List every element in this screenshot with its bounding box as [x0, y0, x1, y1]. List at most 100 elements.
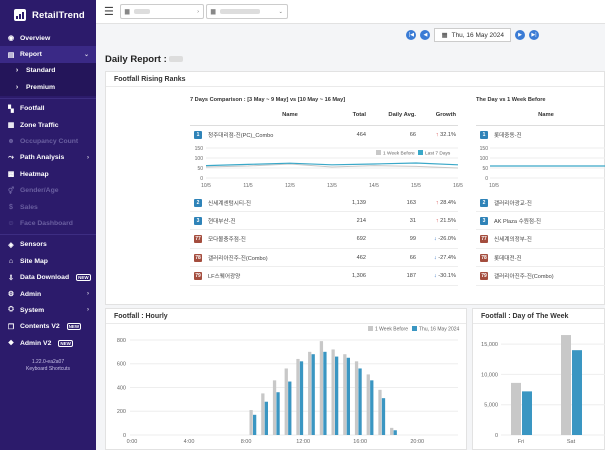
bar-week-before[interactable] — [261, 393, 265, 435]
store-select[interactable]: ▆ ⌄ — [205, 4, 288, 19]
bar-week-before[interactable] — [378, 389, 382, 435]
legend-swatch — [376, 150, 381, 155]
organization-value — [133, 9, 150, 14]
store-name: 청주대리점-진(PC)_Combo — [208, 133, 274, 139]
bar-week-before[interactable] — [561, 335, 571, 435]
col-total: Total — [352, 112, 366, 118]
sidebar-item-contents-v2[interactable]: ❐ Contents V2 NEW — [0, 319, 96, 335]
first-page-icon[interactable]: |◀ — [406, 30, 417, 40]
date-picker[interactable]: ▦ Thu, 16 May 2024 — [434, 28, 511, 42]
bar-today[interactable] — [381, 398, 386, 435]
last-page-icon[interactable]: ▶| — [529, 30, 539, 40]
sidebar-item-overview[interactable]: ◉ Overview — [0, 30, 96, 46]
bar-today[interactable] — [335, 356, 339, 435]
sidebar-item-footfall[interactable]: ▚ Footfall — [0, 101, 96, 117]
table-row[interactable]: 3 현대부산-진 214 31 ↑ 21.5% — [190, 212, 458, 231]
bar-week-before[interactable] — [296, 358, 300, 435]
bar-week-before[interactable] — [390, 427, 394, 435]
sidebar-item-zone-traffic[interactable]: ▦ Zone Traffic — [0, 117, 96, 133]
bar-today[interactable] — [253, 414, 257, 435]
x-tick-label: 11/5 — [243, 183, 253, 189]
chevron-down-icon: › — [197, 8, 199, 15]
table-row[interactable]: 1 롯데중동-진 — [476, 126, 605, 144]
legend-label: 1 Week Before — [375, 327, 408, 333]
sidebar-item-label: Site Map — [20, 257, 48, 265]
arrow-up-icon: ↑ — [435, 217, 439, 224]
bar-today[interactable] — [346, 357, 350, 435]
bar-week-before[interactable] — [331, 349, 335, 435]
sidebar-item-admin-v2[interactable]: ❖ Admin V2 NEW — [0, 335, 96, 351]
people-icon: ☻ — [7, 138, 15, 146]
sidebar-item-report[interactable]: ▤ Report ⌄ — [0, 46, 96, 63]
table-row[interactable]: 78 롯데대전-진 — [476, 249, 605, 268]
legend-swatch — [418, 150, 423, 155]
table-row[interactable]: 3 AK Plaza 수원점-진 — [476, 212, 605, 231]
bar-week-before[interactable] — [284, 368, 288, 435]
footfall-icon: ▚ — [8, 105, 14, 113]
path-icon: ⤳ — [8, 153, 14, 161]
bar-today[interactable] — [393, 430, 397, 435]
x-tick-label: Sat — [567, 439, 576, 445]
sidebar-item-admin[interactable]: ⚙ Admin › — [0, 286, 96, 302]
sidebar-item-label: Occupancy Count — [20, 138, 79, 146]
next-icon[interactable]: ▶ — [515, 30, 525, 40]
brand-logo[interactable]: RetailTrend — [0, 0, 96, 30]
bar-week-before[interactable] — [319, 341, 324, 435]
sidebar-item-premium[interactable]: › Premium — [0, 79, 96, 96]
sidebar-item-sensors[interactable]: ◈ Sensors — [0, 237, 96, 253]
table-row[interactable]: 77 신세계의정부-진 — [476, 231, 605, 249]
sidebar-item-occupancy-count: ☻ Occupancy Count — [0, 133, 96, 149]
bar-week-before[interactable] — [366, 374, 370, 435]
bar-today[interactable] — [370, 380, 374, 435]
bar-today[interactable] — [299, 361, 304, 435]
store-name: 신세계의정부-진 — [494, 237, 532, 244]
bar-week-before[interactable] — [249, 410, 253, 435]
bar-week-before[interactable] — [272, 380, 277, 435]
rising-ranks-panel: Footfall Rising Ranks 7 Days Comparison … — [105, 71, 605, 305]
organization-select[interactable]: ▆ › — [119, 4, 204, 19]
y-tick-label: 15,000 — [481, 342, 498, 348]
y-tick-label: 10,000 — [481, 372, 498, 378]
bar-week-before[interactable] — [511, 382, 521, 435]
bar-week-before[interactable] — [343, 354, 347, 435]
menu-toggle-icon[interactable]: ☰ — [104, 6, 114, 18]
bar-today[interactable] — [323, 351, 327, 435]
bar-today[interactable] — [358, 368, 362, 435]
sidebar-item-heatmap[interactable]: ▩ Heatmap — [0, 166, 96, 182]
growth-text: -27.4% — [438, 254, 456, 261]
table-row[interactable]: 77 모다몰충주점-진 692 99 ↓ -26.0% — [190, 231, 458, 249]
table-row[interactable]: 79 LF스퀘어광양 1,306 187 ↓ -30.1% — [190, 268, 458, 286]
bar-today[interactable] — [288, 381, 292, 435]
sidebar-item-site-map[interactable]: ⌂ Site Map — [0, 253, 96, 269]
bar-this-week[interactable] — [522, 391, 532, 435]
sidebar-item-label: Zone Traffic — [20, 121, 59, 129]
chevron-icon: › — [87, 291, 89, 298]
x-tick-label: 12:00 — [296, 439, 310, 445]
right-table-header: Name — [476, 112, 605, 126]
table-row[interactable]: 1 청주대리점-진(PC)_Combo 464 66 ↑ 32.1% — [190, 126, 458, 144]
table-row[interactable]: 2 신세계센텀시티-진 1,139 163 ↑ 28.4% — [190, 194, 458, 212]
keyboard-shortcuts-link[interactable]: Keyboard Shortcuts — [26, 366, 70, 373]
sidebar-item-path-analysis[interactable]: ⤳ Path Analysis › — [0, 150, 96, 166]
hourly-panel: Footfall : Hourly 0 200 400 600 800 0:00 4:00 8… — [105, 308, 467, 450]
sidebar-item-gender-age: ⚥ Gender/Age — [0, 183, 96, 199]
bar-week-before[interactable] — [354, 361, 359, 435]
bar-today[interactable] — [311, 354, 315, 435]
y-tick-label: 0 — [200, 176, 203, 182]
table-row[interactable]: 2 갤러리아광교-진 — [476, 194, 605, 212]
y-tick-label: 150 — [195, 146, 204, 152]
sidebar-item-standard[interactable]: › Standard — [0, 62, 96, 80]
prev-icon[interactable]: ◀ — [420, 30, 431, 40]
sidebar-item-data-download[interactable]: ⇩ Data Download NEW — [0, 269, 96, 285]
bar-today[interactable] — [264, 401, 268, 435]
table-row[interactable]: 78 갤러리아진주-진(Combo) 462 66 ↓ -27.4% — [190, 249, 458, 268]
table-row[interactable]: 79 갤러리아진주-진(Combo) — [476, 268, 605, 286]
bar-week-before[interactable] — [308, 351, 312, 435]
sidebar-item-system[interactable]: ⛭ System › — [0, 302, 96, 318]
bar-today[interactable] — [276, 392, 280, 435]
total-value: 1,139 — [352, 199, 366, 206]
y-tick-label: 800 — [117, 338, 126, 344]
mini-trend-chart: 150 100 50 010/5 11/5 12/5 13/5 14/5 15/5 16/5 1 W… — [195, 146, 463, 189]
col-growth: Growth — [435, 112, 456, 118]
bar-this-week[interactable] — [572, 350, 582, 435]
